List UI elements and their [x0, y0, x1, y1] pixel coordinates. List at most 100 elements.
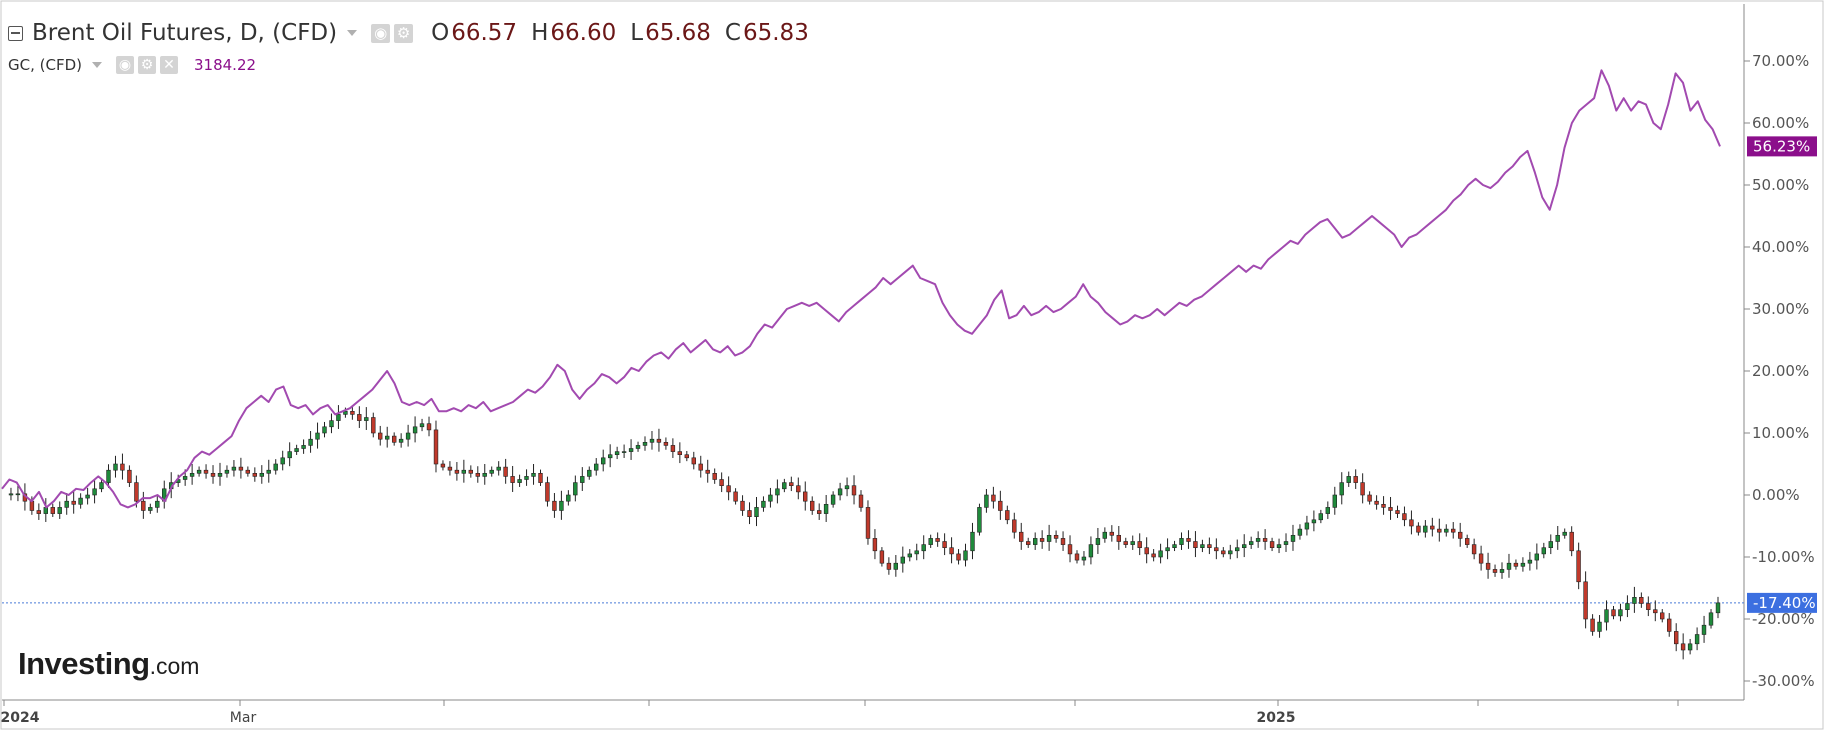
candle [1123, 537, 1128, 548]
candle [1179, 532, 1184, 550]
y-tick-label: -30.00% [1752, 672, 1815, 690]
candle [538, 469, 543, 486]
candle [71, 490, 76, 514]
candle [531, 464, 536, 485]
candle [677, 442, 683, 464]
candle [614, 446, 620, 460]
chevron-down-icon[interactable] [92, 62, 102, 68]
candle [524, 469, 529, 486]
candle [1534, 543, 1540, 570]
candle [1583, 571, 1588, 629]
candle [1639, 592, 1644, 608]
eye-icon[interactable]: ◉ [116, 56, 134, 74]
candle [1680, 633, 1686, 660]
candle [273, 459, 278, 475]
candle [837, 482, 843, 501]
candle [935, 532, 940, 547]
candle [1109, 525, 1115, 542]
candle [621, 444, 627, 458]
candle [1499, 562, 1505, 579]
eye-icon[interactable]: ◉ [371, 23, 391, 43]
x-tick-label: Mar [230, 710, 257, 726]
candle [1116, 526, 1122, 550]
gold-series-line [1, 69, 1721, 509]
candle [1339, 472, 1344, 505]
candle [1632, 586, 1637, 613]
candle [1444, 524, 1449, 537]
candle [726, 476, 731, 501]
candle [294, 444, 299, 455]
main-symbol-title[interactable]: Brent Oil Futures, D, (CFD) [32, 20, 338, 46]
gear-icon[interactable]: ⚙ [138, 56, 156, 74]
candle [712, 468, 717, 484]
candle [1242, 534, 1247, 558]
candle [57, 501, 62, 519]
candle [1228, 544, 1233, 560]
candle [998, 490, 1003, 520]
candle [1165, 538, 1170, 560]
candle [1374, 495, 1379, 510]
candle [656, 428, 662, 452]
brent-last-value-tag-label: -17.40% [1753, 594, 1816, 612]
candle [238, 457, 244, 479]
candle [691, 451, 697, 470]
candle [851, 475, 857, 505]
candle [1485, 552, 1491, 579]
candle [1555, 526, 1560, 550]
candle [907, 549, 913, 562]
candle [412, 416, 418, 443]
candle [1548, 534, 1554, 555]
gear-icon[interactable]: ⚙ [394, 23, 414, 43]
candle [141, 491, 146, 519]
candle [900, 546, 906, 573]
open-value: 66.57 [451, 20, 518, 46]
candle [398, 433, 404, 448]
candle [1102, 527, 1108, 543]
candle [1367, 491, 1372, 505]
candle [1687, 638, 1693, 655]
candle [1437, 518, 1442, 542]
investing-logo: Investing.com [18, 646, 199, 682]
candle [1005, 505, 1010, 525]
chevron-down-icon[interactable] [347, 30, 358, 36]
candle [1611, 605, 1616, 620]
close-label: C [724, 20, 741, 46]
y-tick-label: 20.00% [1752, 362, 1809, 380]
candle [357, 406, 362, 428]
candle [1388, 496, 1393, 520]
candle [1214, 538, 1219, 560]
candle [468, 465, 473, 478]
candle [1451, 522, 1456, 539]
candle [1409, 510, 1414, 535]
y-tick-label: 40.00% [1752, 238, 1809, 256]
y-axis-ticks: 70.00% 60.00% 50.00% 40.00% 30.00% 20.00% 10.0… [1744, 52, 1815, 690]
candle [1653, 600, 1658, 622]
compare-symbol-title[interactable]: GC, (CFD) [8, 56, 82, 74]
close-icon[interactable]: ✕ [160, 56, 178, 74]
candle [482, 464, 487, 485]
candle [719, 472, 724, 493]
candle [1646, 596, 1651, 617]
low-label: L [630, 20, 644, 46]
candle [15, 485, 21, 502]
gold-last-value-tag-label: 56.23% [1753, 137, 1810, 155]
candle [1360, 473, 1365, 504]
candle [1269, 537, 1275, 552]
candle [231, 460, 237, 477]
candle [99, 478, 104, 493]
brent-last-value-tag: -17.40% [1747, 592, 1817, 613]
collapse-icon[interactable] [8, 25, 23, 41]
candle [496, 461, 501, 476]
candle [775, 479, 780, 504]
candle [1430, 517, 1435, 537]
candle [377, 425, 383, 446]
candle [1381, 496, 1386, 515]
y-tick-label: 10.00% [1752, 424, 1809, 442]
candle [789, 476, 794, 492]
candle [733, 488, 738, 505]
candle [1081, 551, 1087, 566]
candle [865, 500, 871, 545]
candle [64, 493, 69, 515]
